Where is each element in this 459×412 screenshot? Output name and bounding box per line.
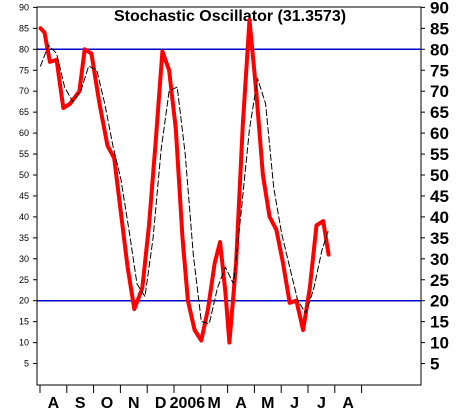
x-tick-label: 2006 <box>170 395 206 412</box>
y-tick-label-left: 60 <box>19 128 29 138</box>
y-tick-label-right: 90 <box>430 0 449 17</box>
oscillator-line-red <box>38 18 331 345</box>
y-tick-label-left: 15 <box>19 317 29 327</box>
y-tick-label-left: 85 <box>19 23 29 33</box>
y-tick-label-left: 40 <box>19 212 29 222</box>
x-tick-label: M <box>208 395 221 412</box>
y-tick-label-right: 80 <box>430 40 449 59</box>
y-tick-label-left: 10 <box>19 338 29 348</box>
x-tick-label: A <box>235 395 247 412</box>
x-tick-label: S <box>75 395 86 412</box>
y-tick-label-right: 55 <box>430 145 449 164</box>
x-tick-label: J <box>317 395 326 412</box>
y-tick-label-left: 45 <box>19 191 29 201</box>
plot-frame <box>36 6 422 386</box>
y-tick-label-right: 85 <box>430 19 449 38</box>
y-tick-label-right: 75 <box>430 61 449 80</box>
x-tick-label: J <box>290 395 299 412</box>
x-tick-label: M <box>261 395 274 412</box>
y-tick-label-right: 15 <box>430 313 449 332</box>
y-tick-label-right: 45 <box>430 187 449 206</box>
grid-layer <box>33 6 425 393</box>
y-tick-label-left: 20 <box>19 296 29 306</box>
y-tick-label-right: 40 <box>430 208 449 227</box>
y-tick-label-right: 10 <box>430 334 449 353</box>
y-tick-label-right: 60 <box>430 124 449 143</box>
y-ticks-left: 5 10 15 20 25 30 35 40 45 50 55 60 65 70 75 80 85 90 <box>19 2 29 368</box>
y-tick-label-left: 80 <box>19 44 29 54</box>
y-tick-label-left: 75 <box>19 65 29 75</box>
y-tick-label-left: 25 <box>19 275 29 285</box>
y-tick-label-left: 30 <box>19 254 29 264</box>
y-ticks-right: 5 10 15 20 25 30 35 40 45 50 55 60 65 70 75 80 85 90 <box>430 0 449 374</box>
x-ticks: A S O N D 2006 M A M J J A <box>48 395 355 412</box>
y-tick-label-right: 30 <box>430 250 449 269</box>
y-tick-label-right: 50 <box>430 166 449 185</box>
x-tick-label: O <box>101 395 113 412</box>
signal-line-dashed <box>40 44 330 325</box>
y-tick-label-left: 70 <box>19 86 29 96</box>
y-tick-label-right: 20 <box>430 292 449 311</box>
y-tick-label-left: 50 <box>19 170 29 180</box>
y-tick-label-right: 70 <box>430 82 449 101</box>
x-tick-label: N <box>128 395 140 412</box>
y-tick-label-left: 65 <box>19 107 29 117</box>
y-tick-label-left: 35 <box>19 233 29 243</box>
x-tick-label: A <box>48 395 60 412</box>
series-layer <box>38 18 331 345</box>
chart-title: Stochastic Oscillator (31.3573) <box>114 8 346 25</box>
y-tick-label-left: 5 <box>24 359 29 369</box>
x-tick-label: D <box>155 395 167 412</box>
reference-lines <box>37 48 421 302</box>
y-tick-label-left: 55 <box>19 149 29 159</box>
y-tick-label-right: 5 <box>430 355 439 374</box>
y-tick-label-right: 65 <box>430 103 449 122</box>
y-tick-label-left: 90 <box>19 2 29 12</box>
y-tick-label-right: 35 <box>430 229 449 248</box>
x-tick-label: A <box>342 395 354 412</box>
y-tick-label-right: 25 <box>430 271 449 290</box>
